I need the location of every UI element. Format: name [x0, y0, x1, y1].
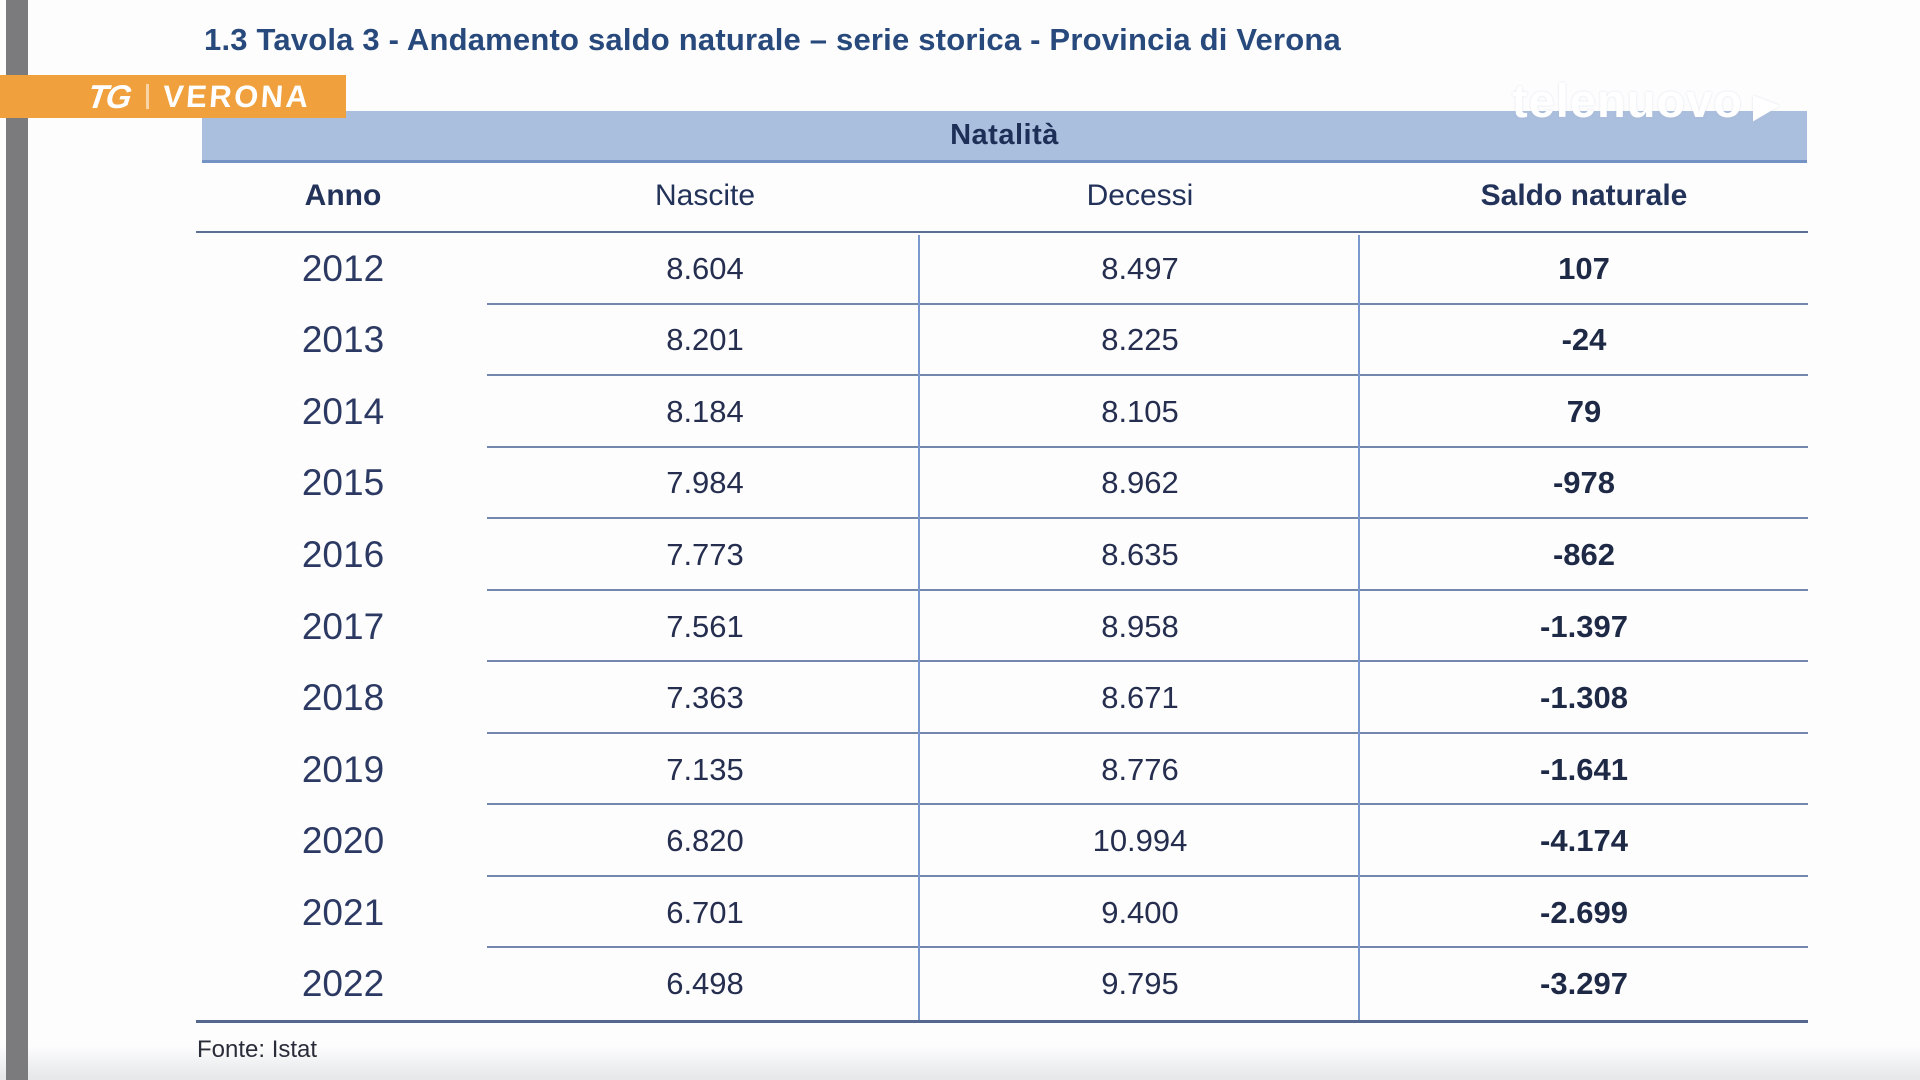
column-header-nascite: Nascite [654, 178, 756, 212]
cell-nascite: 6.498 [666, 966, 744, 1002]
badge-separator [145, 84, 149, 109]
cell-saldo: -862 [1552, 536, 1616, 572]
table-row: 2014 8.184 8.105 79 [196, 376, 1808, 448]
bottom-fade [0, 1046, 1920, 1080]
cell-decessi: 8.671 [1101, 680, 1179, 716]
column-header-saldo: Saldo naturale [1480, 178, 1688, 212]
row-divider [487, 803, 1808, 806]
table-row: 2021 6.701 9.400 -2.699 [196, 877, 1808, 949]
row-divider [487, 445, 1808, 448]
cell-saldo: -978 [1552, 465, 1616, 501]
badge-city-label: VERONA [161, 79, 312, 114]
cell-anno: 2012 [301, 247, 385, 289]
table-bottom-rule [196, 1020, 1808, 1023]
table-row: 2018 7.363 8.671 -1.308 [196, 662, 1808, 734]
table-row: 2017 7.561 8.958 -1.397 [196, 591, 1808, 663]
cell-decessi: 8.497 [1101, 250, 1179, 286]
cell-anno: 2018 [301, 677, 385, 719]
table-header-row: Anno Nascite Decessi Saldo naturale [196, 160, 1808, 233]
column-header-anno: Anno [304, 178, 382, 212]
tg-verona-badge: TG VERONA [0, 75, 346, 118]
cell-anno: 2021 [301, 891, 385, 933]
cell-saldo: -1.397 [1540, 608, 1628, 644]
cell-nascite: 6.701 [666, 894, 744, 930]
page-title: 1.3 Tavola 3 - Andamento saldo naturale … [204, 22, 1341, 57]
cell-saldo: -4.174 [1540, 823, 1628, 859]
cell-nascite: 8.604 [666, 250, 744, 286]
cell-anno: 2022 [301, 963, 385, 1005]
cell-saldo: -24 [1561, 322, 1607, 358]
cell-nascite: 6.820 [666, 823, 744, 859]
table-row: 2013 8.201 8.225 -24 [196, 305, 1808, 377]
cell-decessi: 8.958 [1101, 608, 1179, 644]
column-header-decessi: Decessi [1086, 178, 1194, 212]
table-row: 2020 6.820 10.994 -4.174 [196, 805, 1808, 877]
cell-decessi: 8.105 [1101, 393, 1179, 429]
cell-saldo: 107 [1558, 250, 1610, 286]
cell-decessi: 8.962 [1101, 465, 1179, 501]
cell-decessi: 10.994 [1092, 823, 1188, 859]
cell-anno: 2019 [301, 748, 385, 790]
cell-decessi: 9.795 [1101, 966, 1179, 1002]
row-divider [487, 374, 1808, 377]
cell-nascite: 7.773 [666, 536, 744, 572]
cell-saldo: -2.699 [1540, 894, 1628, 930]
cell-anno: 2020 [301, 820, 385, 862]
source-note: Fonte: Istat [197, 1036, 318, 1063]
cell-saldo: 79 [1566, 393, 1602, 429]
cell-saldo: -3.297 [1540, 966, 1628, 1002]
cell-decessi: 9.400 [1101, 894, 1179, 930]
cell-nascite: 7.984 [666, 465, 744, 501]
cell-anno: 2014 [301, 390, 385, 432]
cell-decessi: 8.635 [1101, 536, 1179, 572]
cell-saldo: -1.308 [1540, 680, 1628, 716]
table-row: 2016 7.773 8.635 -862 [196, 519, 1808, 591]
row-divider [487, 660, 1808, 663]
row-divider [487, 588, 1808, 591]
table-row: 2012 8.604 8.497 107 [196, 233, 1808, 305]
row-divider [487, 946, 1808, 949]
watermark-text: telenuovo [1512, 74, 1743, 127]
column-divider-2 [1358, 235, 1360, 1020]
table-row: 2022 6.498 9.795 -3.297 [196, 948, 1808, 1020]
table-row: 2019 7.135 8.776 -1.641 [196, 734, 1808, 806]
cell-decessi: 8.776 [1101, 751, 1179, 787]
row-divider [487, 731, 1808, 734]
table-body: 2012 8.604 8.497 107 2013 8.201 8.225 -2… [196, 233, 1808, 1020]
table-row: 2015 7.984 8.962 -978 [196, 448, 1808, 520]
column-divider-1 [918, 235, 920, 1020]
row-divider [487, 874, 1808, 877]
cell-nascite: 7.135 [666, 751, 744, 787]
natalita-table: Anno Nascite Decessi Saldo naturale 2012… [196, 160, 1808, 1023]
telenuovo-watermark: telenuovo [1512, 77, 1780, 124]
cell-anno: 2017 [301, 605, 385, 647]
cell-anno: 2013 [301, 319, 385, 361]
row-divider [487, 302, 1808, 305]
watermark-swoosh-icon [1752, 92, 1780, 122]
cell-anno: 2016 [301, 533, 385, 575]
window-edge-bar [6, 0, 28, 1080]
tg-logo: TG [85, 78, 133, 115]
table-group-header-band: Natalità [202, 111, 1807, 163]
cell-nascite: 7.561 [666, 608, 744, 644]
cell-anno: 2015 [301, 462, 385, 504]
cell-saldo: -1.641 [1540, 751, 1628, 787]
group-header-label: Natalità [950, 119, 1059, 151]
cell-nascite: 8.184 [666, 393, 744, 429]
cell-nascite: 7.363 [666, 680, 744, 716]
cell-decessi: 8.225 [1101, 322, 1179, 358]
row-divider [487, 517, 1808, 520]
cell-nascite: 8.201 [666, 322, 744, 358]
